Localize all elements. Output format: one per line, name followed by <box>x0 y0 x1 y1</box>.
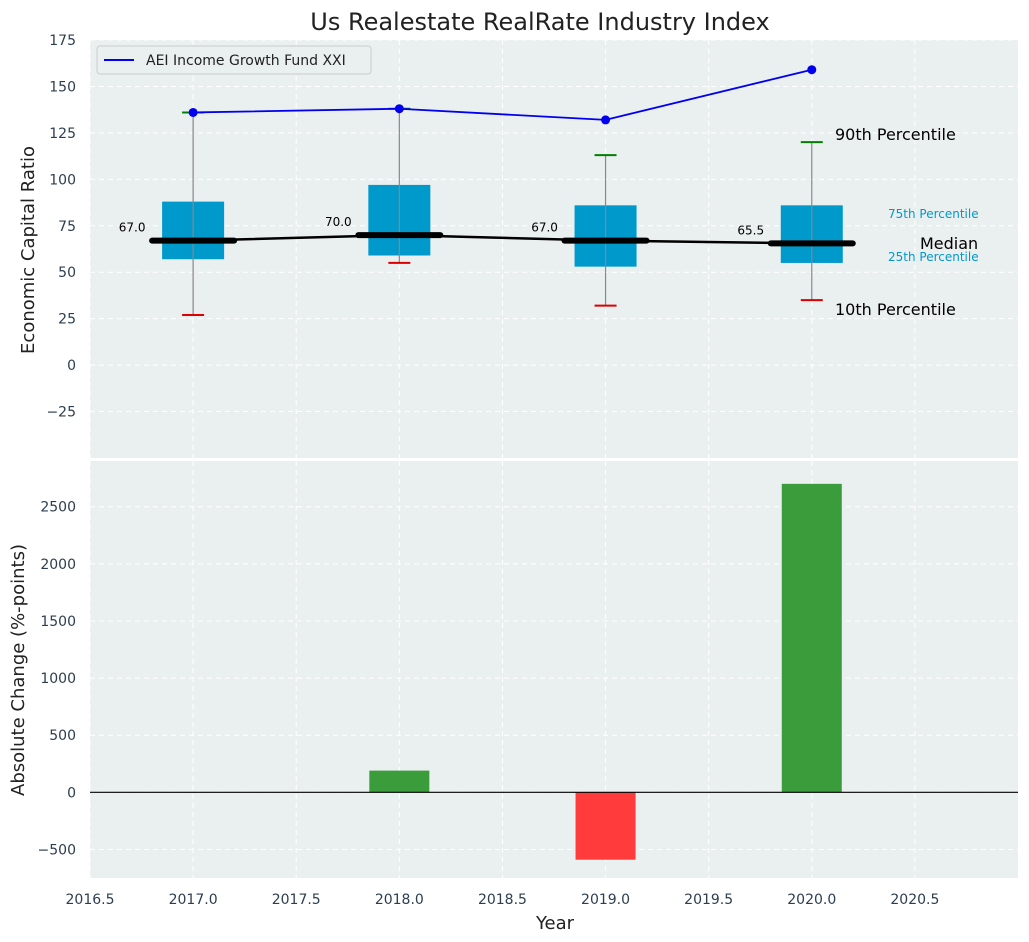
x-tick-labels: 2016.5 2017.0 2017.5 2018.0 2018.5 2019.0 2019… <box>66 892 940 908</box>
median-value-label: 67.0 <box>119 221 146 235</box>
top-y-axis-title: Economic Capital Ratio <box>18 146 39 354</box>
fund-series-point <box>188 107 198 117</box>
legend-box <box>96 45 372 75</box>
top-y-tick-label: 50 <box>58 265 76 281</box>
legend: AEI Income Growth Fund XXI <box>96 45 372 75</box>
chart-title: Us Realestate RealRate Industry Index <box>310 8 769 36</box>
x-tick-label: 2017.0 <box>169 892 218 908</box>
top-plot-background <box>90 40 1018 458</box>
bottom-y-tick-label: 1500 <box>40 614 76 630</box>
bottom-y-axis-title: Absolute Change (%-points) <box>8 544 29 796</box>
x-tick-label: 2016.5 <box>66 892 115 908</box>
median-value-label: 70.0 <box>325 215 352 229</box>
top-y-tick-label: −25 <box>46 405 76 421</box>
fund-series-line <box>193 68 812 121</box>
top-y-tick-label: 25 <box>58 312 76 328</box>
bottom-y-tick-label: 1000 <box>40 671 76 687</box>
x-tick-label: 2019.5 <box>684 892 733 908</box>
x-tick-label: 2020.5 <box>890 892 939 908</box>
top-y-tick-label: 125 <box>49 126 76 142</box>
x-tick-label: 2017.5 <box>272 892 321 908</box>
change-bar <box>575 792 636 860</box>
annotation-90th-percentile: 90th Percentile <box>835 125 956 144</box>
annotation-25th-percentile: 25th Percentile <box>888 250 979 264</box>
change-bar <box>369 770 430 793</box>
percentile-annotations: 90th Percentile 75th Percentile Median 2… <box>835 125 979 319</box>
bottom-y-tick-labels: −500 0 500 1000 1500 2000 2500 <box>38 500 76 859</box>
bottom-y-tick-label: 500 <box>49 728 76 744</box>
top-y-tick-label: 175 <box>49 33 76 49</box>
x-tick-label: 2020.0 <box>787 892 836 908</box>
top-y-tick-label: 150 <box>49 79 76 95</box>
bottom-y-tick-label: 2500 <box>40 500 76 516</box>
top-y-tick-label: 0 <box>67 358 76 374</box>
median-value-label: 65.5 <box>737 223 764 237</box>
x-tick-label: 2019.0 <box>581 892 630 908</box>
median-value-label: 67.0 <box>531 221 558 235</box>
legend-entry-label: AEI Income Growth Fund XXI <box>146 53 346 69</box>
change-bar <box>781 483 842 793</box>
fund-series-point <box>394 104 404 114</box>
fund-series-point <box>601 115 611 125</box>
x-tick-label: 2018.0 <box>375 892 424 908</box>
annotation-10th-percentile: 10th Percentile <box>835 300 956 319</box>
top-y-tick-label: 75 <box>58 219 76 235</box>
fund-series-point <box>807 65 817 75</box>
bottom-y-tick-label: 2000 <box>40 557 76 573</box>
median-trend-line <box>193 233 812 245</box>
top-y-tick-label: 100 <box>49 172 76 188</box>
top-plot: 67.0 70.0 67.0 65.5 <box>119 65 856 316</box>
bottom-plot-background <box>90 461 1018 878</box>
bottom-y-tick-label: 0 <box>67 785 76 801</box>
x-axis-title: Year <box>535 913 575 934</box>
annotation-median: Median <box>920 234 978 253</box>
bottom-plot <box>90 483 1018 860</box>
top-y-tick-labels: −25 0 25 50 75 100 125 150 175 <box>46 33 76 421</box>
bottom-y-tick-label: −500 <box>38 842 76 858</box>
x-tick-label: 2018.5 <box>478 892 527 908</box>
annotation-75th-percentile: 75th Percentile <box>888 207 979 221</box>
